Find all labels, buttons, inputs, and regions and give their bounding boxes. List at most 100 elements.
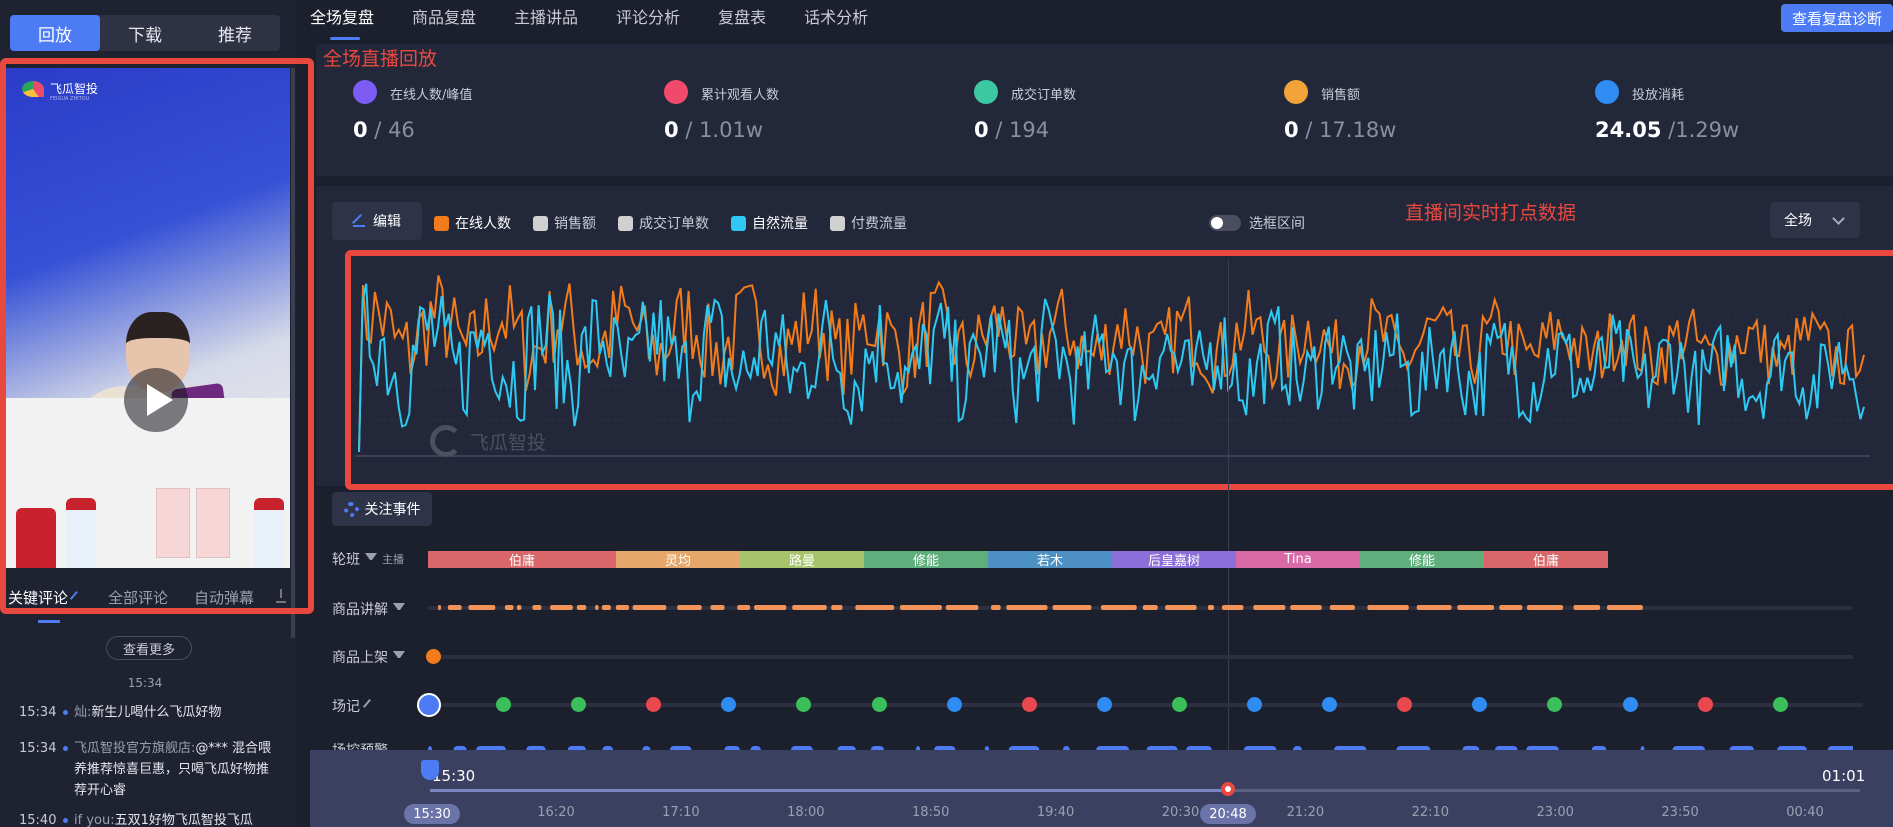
tab-script-analysis[interactable]: 话术分析	[804, 8, 869, 27]
explain-segment[interactable]	[468, 605, 496, 610]
explain-segment[interactable]	[855, 605, 895, 610]
explain-segment[interactable]	[615, 605, 629, 610]
record-dot[interactable]	[871, 697, 887, 712]
explain-segment[interactable]	[792, 605, 827, 610]
shift-segment[interactable]: Tina	[1236, 551, 1360, 568]
explain-segment[interactable]	[447, 605, 462, 610]
tab-all-comments[interactable]: 全部评论	[108, 589, 169, 607]
tab-auto-danmaku[interactable]: 自动弹幕	[194, 589, 255, 607]
explain-segment[interactable]	[900, 605, 942, 610]
explain-segment[interactable]	[1142, 605, 1158, 610]
legend-natural-traffic[interactable]: 自然流量	[731, 213, 808, 233]
tab-comment-analysis[interactable]: 评论分析	[616, 8, 681, 27]
series-natural-traffic-line[interactable]	[358, 283, 1865, 453]
explain-segment[interactable]	[991, 605, 1001, 610]
record-dot[interactable]	[1021, 697, 1037, 712]
filter-icon[interactable]	[393, 603, 405, 615]
review-diagnose-button[interactable]: 查看复盘诊断	[1781, 4, 1893, 32]
tab-product-review[interactable]: 商品复盘	[412, 8, 477, 27]
record-dot[interactable]	[646, 697, 662, 712]
edit-icon[interactable]	[362, 698, 378, 714]
events-button[interactable]: 关注事件	[332, 492, 432, 526]
record-dot[interactable]	[721, 697, 737, 712]
shift-segment[interactable]: 后皇嘉树	[1112, 551, 1236, 569]
explain-segment[interactable]	[1006, 605, 1048, 610]
record-dot[interactable]	[796, 697, 812, 712]
record-dot[interactable]	[1622, 697, 1638, 712]
explain-segment[interactable]	[1207, 605, 1214, 610]
record-dot[interactable]	[1397, 697, 1413, 712]
explain-segment[interactable]	[1607, 605, 1643, 610]
tab-download[interactable]: 下载	[128, 25, 162, 46]
shift-segment[interactable]: 路曼	[740, 551, 864, 569]
explain-segment[interactable]	[1329, 605, 1355, 610]
add-record-icon[interactable]	[417, 693, 441, 717]
explain-segment[interactable]	[737, 605, 751, 610]
explain-segment[interactable]	[550, 605, 573, 610]
explain-segment[interactable]	[1416, 605, 1452, 610]
shift-segment[interactable]: 伯庸	[1484, 551, 1608, 569]
shift-segment[interactable]: 伯庸	[428, 551, 616, 569]
legend-orders[interactable]: 成交订单数	[618, 213, 709, 233]
explain-segment[interactable]	[1367, 605, 1409, 610]
record-dot[interactable]	[946, 697, 962, 712]
play-icon[interactable]	[124, 368, 188, 432]
explain-segment[interactable]	[1253, 605, 1286, 610]
video-player[interactable]: 飞瓜智投 FEIGUA ZHITOU	[6, 68, 290, 568]
explain-segments[interactable]	[428, 600, 1853, 616]
line-chart[interactable]	[355, 260, 1870, 465]
shift-segment[interactable]: 灵均	[616, 551, 740, 569]
record-dot[interactable]	[1096, 697, 1112, 712]
record-dot[interactable]	[1322, 697, 1338, 712]
tab-key-comments[interactable]: 关键评论	[8, 587, 85, 608]
record-dot[interactable]	[1171, 697, 1187, 712]
explain-segment[interactable]	[831, 605, 843, 610]
record-dot[interactable]	[1547, 697, 1563, 712]
explain-segment[interactable]	[601, 605, 611, 610]
filter-icon[interactable]	[365, 553, 377, 565]
record-dot[interactable]	[1247, 697, 1262, 712]
record-dot[interactable]	[496, 697, 511, 712]
shift-segment[interactable]: 修能	[864, 551, 988, 569]
shift-segment[interactable]: 若木	[988, 551, 1112, 569]
tab-full-review[interactable]: 全场复盘	[310, 0, 374, 40]
view-more-button[interactable]: 查看更多	[106, 636, 192, 660]
explain-segment[interactable]	[1457, 605, 1494, 610]
explain-segment[interactable]	[595, 605, 599, 610]
explain-segment[interactable]	[632, 605, 667, 610]
range-select[interactable]: 全场	[1770, 202, 1860, 238]
explain-segment[interactable]	[754, 605, 787, 610]
left-scrollbar[interactable]	[291, 68, 295, 638]
download-icon[interactable]	[276, 589, 286, 603]
explain-segment[interactable]	[1052, 605, 1092, 610]
explain-segment[interactable]	[438, 605, 441, 610]
explain-segment[interactable]	[504, 605, 514, 610]
explain-segment[interactable]	[1101, 605, 1137, 610]
shift-segment[interactable]: 修能	[1360, 551, 1484, 569]
edit-button[interactable]: 编辑	[332, 202, 422, 240]
record-dot[interactable]	[1772, 697, 1788, 712]
record-dot[interactable]	[571, 697, 587, 712]
explain-segment[interactable]	[1499, 605, 1523, 610]
tab-review-table[interactable]: 复盘表	[718, 8, 767, 27]
explain-segment[interactable]	[516, 605, 522, 610]
explain-segment[interactable]	[677, 605, 702, 610]
explain-segment[interactable]	[710, 605, 725, 610]
explain-segment[interactable]	[1526, 605, 1564, 610]
explain-segment[interactable]	[1165, 605, 1197, 610]
timeline-playhead[interactable]	[1221, 782, 1235, 796]
explain-segment[interactable]	[1573, 605, 1601, 610]
explain-segment[interactable]	[532, 605, 542, 610]
explain-segment[interactable]	[1222, 605, 1244, 610]
listing-marker-icon[interactable]	[426, 649, 441, 664]
legend-sales[interactable]: 销售额	[533, 213, 596, 233]
record-dot[interactable]	[1697, 697, 1713, 712]
explain-segment[interactable]	[576, 605, 587, 610]
legend-paid-traffic[interactable]: 付费流量	[830, 213, 907, 233]
range-toggle[interactable]	[1209, 215, 1241, 231]
legend-online[interactable]: 在线人数	[434, 213, 511, 233]
tab-recommend[interactable]: 推荐	[218, 25, 252, 46]
tab-replay[interactable]: 回放	[10, 15, 100, 51]
filter-icon[interactable]	[393, 651, 405, 663]
explain-segment[interactable]	[945, 605, 979, 610]
